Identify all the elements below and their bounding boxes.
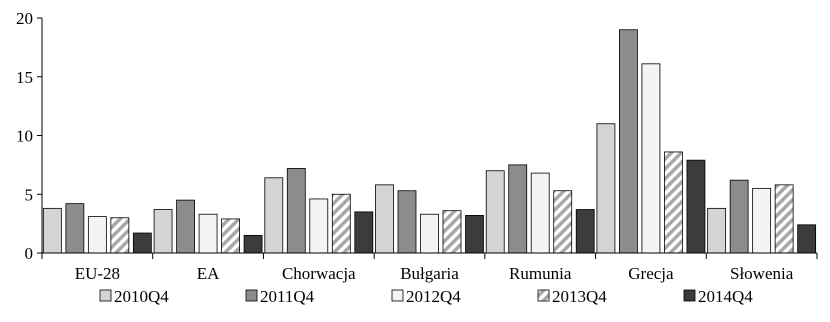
bar-2010Q4-Rumunia xyxy=(485,170,505,254)
bar-2014Q4-Chorwacja xyxy=(354,211,374,254)
x-category-label: Słowenia xyxy=(730,264,794,283)
y-axis: 0 5 10 15 20 xyxy=(16,9,43,263)
legend-swatch xyxy=(391,289,404,302)
bar-2013Q4-Rumunia xyxy=(553,190,573,254)
x-category-label: Rumunia xyxy=(509,264,572,283)
bar-2013Q4-EA xyxy=(221,218,240,254)
bar-2014Q4-Słowenia xyxy=(797,224,817,254)
bar-2013Q4-Chorwacja xyxy=(331,193,351,254)
bar-2010Q4-Słowenia xyxy=(707,207,727,254)
y-tick-label: 20 xyxy=(16,9,33,28)
bar-2011Q4-Rumunia xyxy=(508,164,528,254)
bar-2012Q4-Grecja xyxy=(641,63,661,254)
bar-2014Q4-EU-28 xyxy=(132,232,152,254)
bar-2014Q4-Grecja xyxy=(686,159,706,254)
legend-label: 2012Q4 xyxy=(406,287,461,306)
legend-label: 2014Q4 xyxy=(698,287,753,306)
bar-2014Q4-Rumunia xyxy=(575,209,595,254)
bar-2012Q4-Słowenia xyxy=(752,187,772,254)
y-tick-label: 15 xyxy=(16,68,33,87)
bar-2012Q4-Rumunia xyxy=(530,172,550,254)
bar-2014Q4-Bułgaria xyxy=(465,214,484,254)
bar-2012Q4-EA xyxy=(198,213,218,254)
bar-2013Q4-Bułgaria xyxy=(442,210,462,254)
legend-swatch xyxy=(537,289,550,302)
y-tick-label: 0 xyxy=(25,244,34,263)
bar-2012Q4-Bułgaria xyxy=(420,213,439,254)
legend-swatch xyxy=(99,289,112,302)
bar-2010Q4-Chorwacja xyxy=(264,177,284,254)
bar-2011Q4-EA xyxy=(176,199,195,254)
bar-2011Q4-Chorwacja xyxy=(286,167,306,254)
bar-2011Q4-Grecja xyxy=(619,29,638,254)
y-tick-label: 10 xyxy=(16,127,33,146)
x-category-label: Chorwacja xyxy=(282,264,356,283)
x-category-label: Grecja xyxy=(628,264,674,283)
bar-2011Q4-EU-28 xyxy=(65,203,85,254)
legend: 2010Q4 2011Q4 2012Q4 2013Q4 2014Q4 xyxy=(99,287,753,306)
bar-2013Q4-EU-28 xyxy=(110,217,130,254)
bar-2012Q4-EU-28 xyxy=(87,216,107,254)
x-axis: EU-28 EA Chorwacja Bułgaria Rumunia Grecja Sło… xyxy=(41,252,818,283)
bar-2014Q4-EA xyxy=(243,234,263,254)
x-category-label: Bułgaria xyxy=(400,264,459,283)
bar-2012Q4-Chorwacja xyxy=(309,198,329,254)
bars xyxy=(42,29,817,254)
bar-2010Q4-EU-28 xyxy=(42,207,62,254)
bar-2011Q4-Bułgaria xyxy=(397,190,417,254)
x-category-label: EA xyxy=(197,264,220,283)
bar-2011Q4-Słowenia xyxy=(729,179,749,254)
bar-2013Q4-Słowenia xyxy=(774,184,794,254)
legend-label: 2013Q4 xyxy=(552,287,607,306)
y-tick-label: 5 xyxy=(25,185,34,204)
legend-swatch xyxy=(683,289,696,302)
legend-label: 2011Q4 xyxy=(260,287,315,306)
bar-2010Q4-Bułgaria xyxy=(375,184,394,254)
bar-2013Q4-Grecja xyxy=(664,151,683,254)
bar-2010Q4-EA xyxy=(153,209,173,254)
legend-swatch xyxy=(245,289,258,302)
bar-2010Q4-Grecja xyxy=(596,123,616,254)
legend-label: 2010Q4 xyxy=(114,287,169,306)
x-category-label: EU-28 xyxy=(75,264,120,283)
